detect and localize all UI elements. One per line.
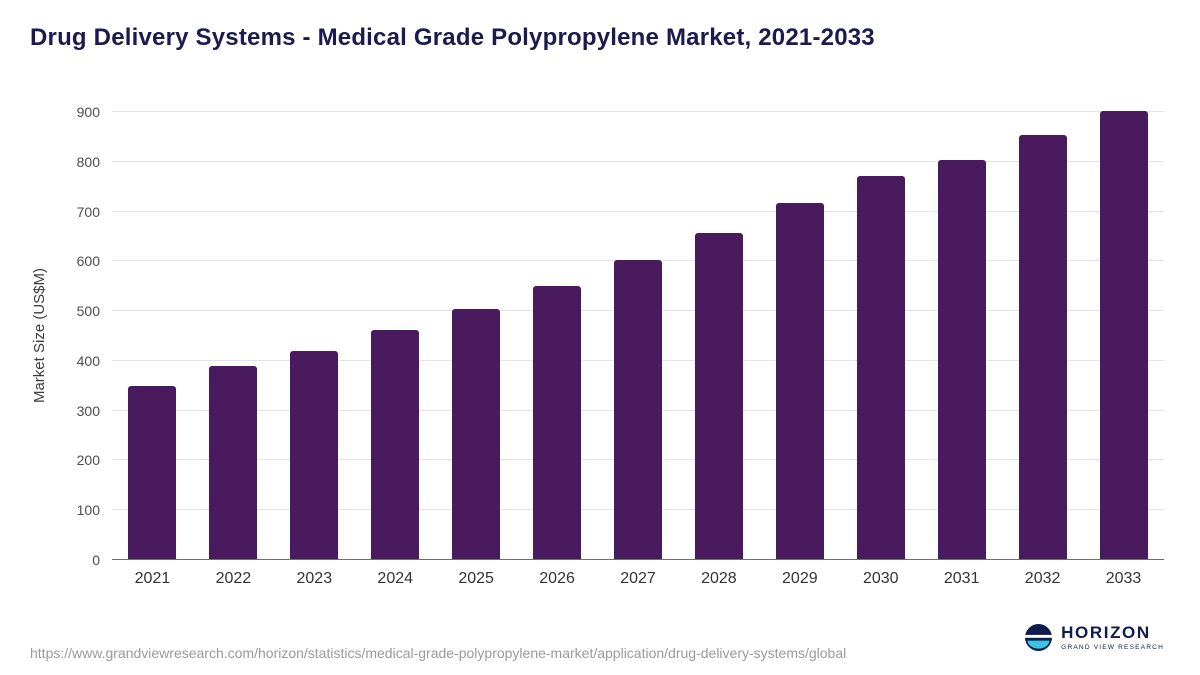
x-label-2024: 2024: [377, 570, 414, 587]
bar-2030: [856, 176, 905, 560]
x-label-2023: 2023: [296, 570, 333, 587]
y-tick-100: 100: [76, 502, 100, 519]
x-label-2033: 2033: [1105, 570, 1142, 587]
source-url: https://www.grandviewresearch.com/horizo…: [30, 644, 847, 661]
horizon-logo-text: HORIZON GRAND VIEW RESEARCH: [1061, 624, 1164, 651]
plot-area: [112, 110, 1164, 560]
bar-2026: [533, 286, 582, 560]
y-axis-ticks: 0 100 200 300 400 500 600 700 800 900: [0, 104, 100, 568]
bar-2029: [775, 203, 824, 560]
y-tick-300: 300: [76, 402, 100, 419]
x-label-2027: 2027: [620, 570, 656, 587]
logo-subtitle: GRAND VIEW RESEARCH: [1061, 644, 1164, 651]
y-tick-200: 200: [76, 452, 100, 469]
logo-name: HORIZON: [1061, 623, 1151, 642]
x-label-2026: 2026: [539, 570, 575, 587]
bar-2032: [1018, 135, 1067, 560]
gridline-700: [112, 210, 1164, 212]
y-tick-600: 600: [76, 253, 100, 270]
bar-2021: [128, 385, 177, 560]
x-axis-line: [112, 559, 1164, 560]
horizon-logo-icon: [1025, 624, 1053, 651]
horizon-logo: HORIZON GRAND VIEW RESEARCH: [1025, 624, 1164, 651]
x-label-2028: 2028: [701, 570, 737, 587]
bar-2033: [1099, 110, 1148, 560]
bar-2025: [452, 309, 501, 560]
gridline-800: [112, 160, 1164, 162]
bar-2027: [613, 260, 662, 560]
y-tick-800: 800: [76, 153, 100, 170]
x-label-2031: 2031: [943, 570, 980, 587]
x-label-2025: 2025: [458, 570, 494, 587]
y-tick-900: 900: [76, 104, 100, 120]
x-label-2030: 2030: [862, 570, 899, 587]
y-tick-700: 700: [76, 203, 100, 220]
bar-2023: [290, 350, 339, 560]
bar-2024: [371, 329, 420, 560]
chart-title: Drug Delivery Systems - Medical Grade Po…: [30, 24, 875, 51]
y-tick-400: 400: [76, 352, 100, 369]
x-label-2022: 2022: [215, 570, 252, 587]
x-label-2032: 2032: [1024, 570, 1061, 587]
bar-2028: [694, 232, 743, 560]
y-tick-0: 0: [92, 552, 100, 568]
x-label-2029: 2029: [782, 570, 818, 587]
bar-2031: [937, 159, 986, 560]
x-axis-labels: 2021 2022 2023 2024 2025 2026 2027 2028 2029 2030…: [112, 570, 1164, 588]
x-label-2021: 2021: [134, 570, 171, 587]
y-tick-500: 500: [76, 303, 100, 320]
bar-2022: [209, 366, 258, 560]
gridline-900: [112, 111, 1164, 112]
bars: [112, 110, 1164, 560]
